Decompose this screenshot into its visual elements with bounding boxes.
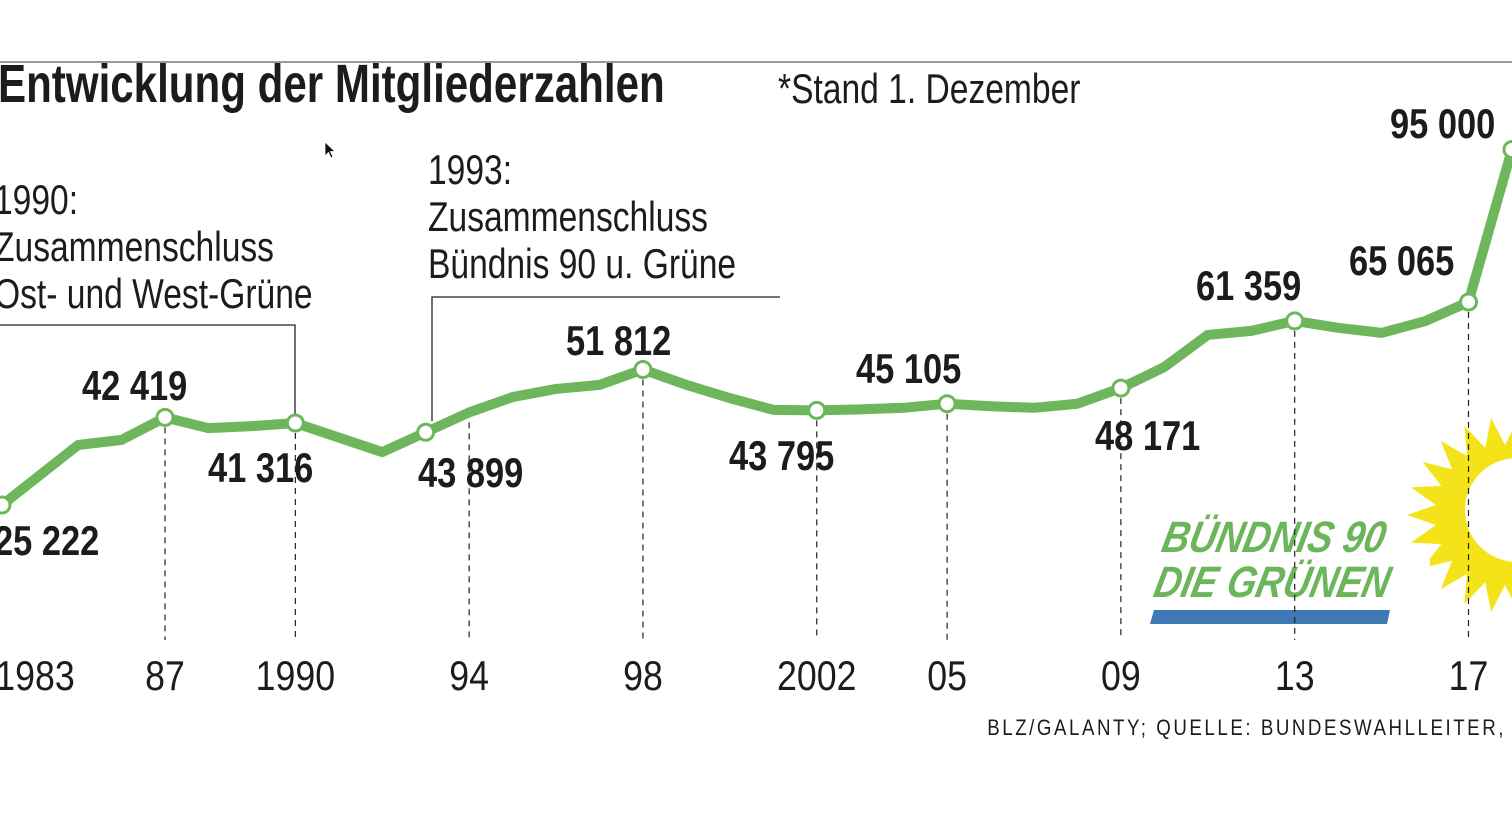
data-label: 48 171 <box>1095 413 1200 460</box>
x-tick-label: 87 <box>145 653 185 699</box>
data-point <box>155 407 175 427</box>
data-point <box>1459 292 1478 312</box>
x-tick-label: 13 <box>1275 653 1315 699</box>
chart-subtitle: *Stand 1. Dezember <box>778 67 1081 113</box>
data-point <box>285 413 305 433</box>
data-point <box>937 394 957 414</box>
source-note: BLZ/GALANTY; QUELLE: BUNDESWAHLLEITER, <box>987 717 1506 741</box>
data-label: 43 899 <box>418 450 523 497</box>
x-tick-label: 17 <box>1449 653 1489 699</box>
x-tick-label: 1983 <box>0 653 75 699</box>
data-point <box>633 360 653 380</box>
svg-text:1990:: 1990: <box>0 178 78 224</box>
data-point <box>1502 139 1512 159</box>
svg-text:Bündnis 90 u. Grüne: Bündnis 90 u. Grüne <box>428 242 736 288</box>
mouse-cursor-icon <box>324 141 337 159</box>
data-point <box>807 400 827 420</box>
data-point <box>0 495 12 515</box>
data-label: 42 419 <box>82 363 187 410</box>
membership-line <box>0 148 1512 509</box>
sunflower-center <box>1465 458 1512 562</box>
data-label: 65 065 <box>1349 238 1454 285</box>
x-tick-label: 2002 <box>777 653 856 699</box>
party-logo: BÜNDNIS 90 DIE GRÜNEN <box>1150 418 1512 630</box>
data-label: 41 316 <box>208 445 313 492</box>
svg-text:Zusammenschluss: Zusammenschluss <box>0 225 274 271</box>
x-tick-label: 09 <box>1101 653 1141 699</box>
data-point <box>1285 311 1305 331</box>
data-point <box>416 422 436 442</box>
data-point <box>1111 378 1131 398</box>
annotation-1993: 1993: Zusammenschluss Bündnis 90 u. Grün… <box>428 148 780 421</box>
svg-text:Ost- und West-Grüne: Ost- und West-Grüne <box>0 272 313 318</box>
svg-text:1993:: 1993: <box>428 148 512 194</box>
data-label: 51 812 <box>566 318 671 365</box>
x-tick-label: 05 <box>927 653 967 699</box>
data-label: 45 105 <box>856 346 961 393</box>
logo-bar <box>1150 610 1390 624</box>
sunflower-icon <box>1380 418 1512 630</box>
logo-line1: BÜNDNIS 90 <box>1158 513 1391 562</box>
logo-line2: DIE GRÜNEN <box>1150 558 1396 607</box>
data-label: 61 359 <box>1196 263 1301 310</box>
x-tick-label: 94 <box>449 653 489 699</box>
sunflower-petals <box>1407 418 1512 612</box>
data-label: 95 000 <box>1390 101 1495 148</box>
svg-text:Zusammenschluss: Zusammenschluss <box>428 195 708 241</box>
annotation-1990: 1990: Zusammenschluss Ost- und West-Grün… <box>0 178 313 418</box>
x-tick-label: 1990 <box>256 653 335 699</box>
chart-title: Entwicklung der Mitgliederzahlen <box>0 54 665 114</box>
data-label: 43 795 <box>729 433 834 480</box>
data-label: 25 222 <box>0 518 99 565</box>
x-tick-label: 98 <box>623 653 663 699</box>
